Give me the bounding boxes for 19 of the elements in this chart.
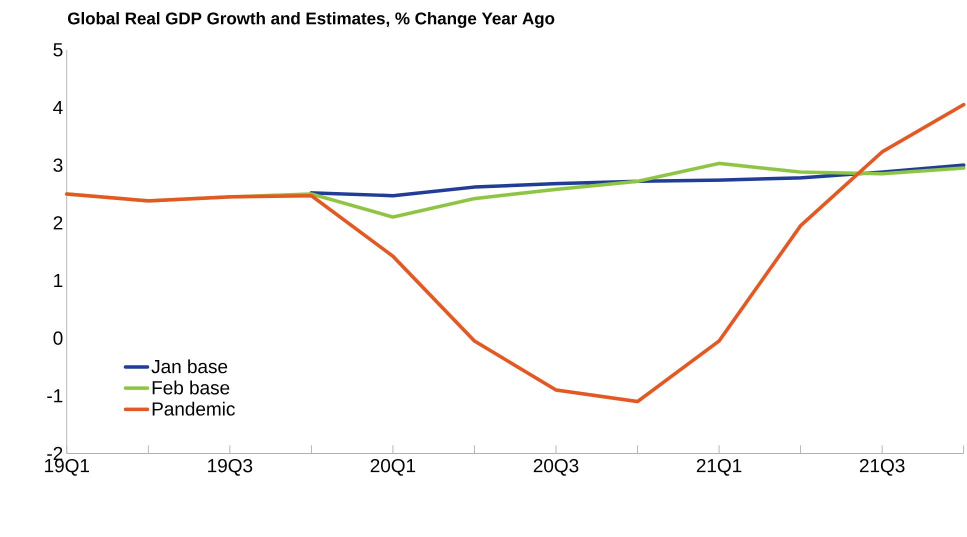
y-tick-label: -2: [47, 446, 62, 460]
y-tick-label: 2: [54, 216, 62, 230]
x-tick-label: 19Q3: [208, 458, 252, 476]
y-tick-label: 5: [53, 43, 62, 56]
y-tick-label: 1: [54, 274, 62, 287]
chart-title: Global Real GDP Growth and Estimates, % Change Year Ago: [68, 12, 554, 28]
y-tick-label: -1: [47, 389, 62, 402]
legend-label: Jan base: [151, 359, 228, 374]
x-tick-label: 19Q1: [45, 458, 89, 476]
x-tick-label: 21Q1: [696, 458, 742, 476]
line-series: [65, 102, 966, 404]
y-tick-label: 0: [53, 331, 63, 345]
y-tick-label: 4: [53, 100, 63, 114]
legend-label: Feb base: [152, 380, 230, 394]
x-tick-label: 20Q1: [370, 458, 416, 476]
x-tick-label: 21Q3: [860, 458, 904, 476]
legend-label: Pandemic: [152, 402, 235, 416]
y-tick-label: 3: [53, 158, 62, 172]
x-tick-label: 20Q3: [534, 458, 578, 476]
